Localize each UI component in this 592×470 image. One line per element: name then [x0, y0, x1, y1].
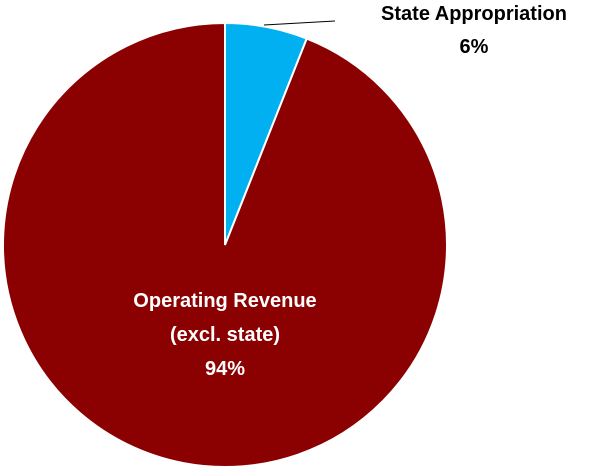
state-appropriation-value: 6%: [460, 36, 489, 58]
operating-revenue-slice: [2, 21, 448, 468]
state-appropriation-label: State Appropriation: [381, 3, 567, 25]
operating-revenue-label-line1: Operating Revenue: [133, 290, 316, 312]
operating-revenue-value: 94%: [205, 358, 245, 380]
leader-line: [263, 20, 336, 26]
pie-slices: [2, 21, 448, 468]
operating-revenue-label-line2: (excl. state): [170, 324, 280, 346]
